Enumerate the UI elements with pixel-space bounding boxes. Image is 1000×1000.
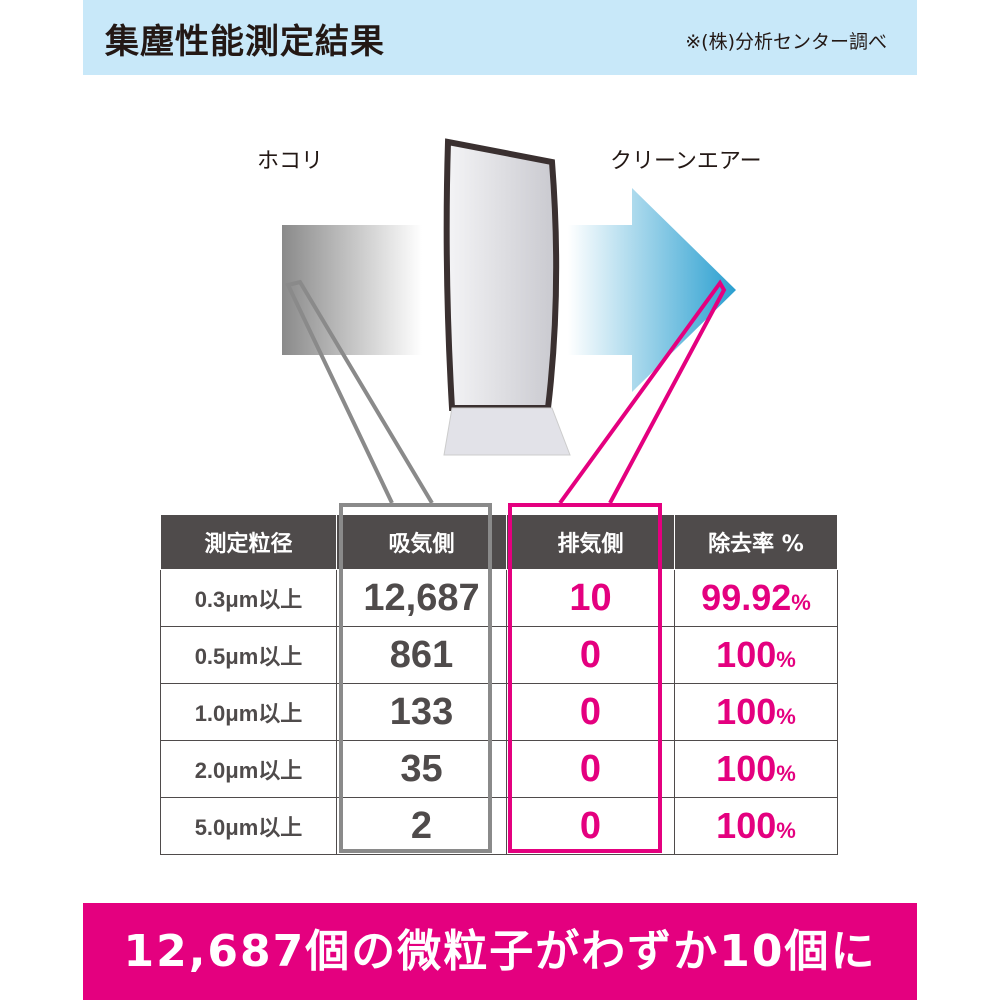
summary-banner: 12,687個の微粒子がわずか10個に bbox=[83, 903, 917, 1000]
col-rate: 除去率 % bbox=[674, 515, 838, 570]
purifier-device bbox=[443, 138, 560, 411]
intake-highlight bbox=[339, 503, 492, 853]
exhaust-cell: 0 bbox=[506, 683, 675, 741]
rate-unit: % bbox=[776, 761, 796, 786]
rate-value: 100 bbox=[716, 748, 777, 789]
exhaust-cell: 0 bbox=[506, 797, 675, 855]
size-cell: 1.0μm以上 bbox=[160, 683, 337, 741]
table-row: 5.0μm以上 2 0 100% bbox=[160, 797, 838, 855]
exhaust-cell: 0 bbox=[506, 626, 675, 684]
intake-cell: 2 bbox=[336, 797, 507, 855]
page-title: 集塵性能測定結果 bbox=[105, 22, 385, 62]
rate-value: 100 bbox=[716, 805, 777, 846]
size-cell: 0.3μm以上 bbox=[160, 569, 337, 627]
rate-value: 100 bbox=[716, 691, 777, 732]
airflow-diagram bbox=[282, 138, 736, 505]
rate-cell: 100% bbox=[674, 683, 838, 741]
size-cell: 5.0μm以上 bbox=[160, 797, 337, 855]
exhaust-highlight bbox=[508, 503, 662, 853]
purifier-base bbox=[443, 407, 571, 456]
intake-cell: 133 bbox=[336, 683, 507, 741]
intake-callout bbox=[285, 279, 434, 505]
col-exhaust: 排気側 bbox=[506, 515, 675, 570]
clean-air-arrow bbox=[568, 188, 736, 392]
rate-cell: 99.92% bbox=[674, 569, 838, 627]
exhaust-cell: 0 bbox=[506, 740, 675, 798]
rate-unit: % bbox=[776, 647, 796, 672]
rate-unit: % bbox=[791, 590, 811, 615]
source-note: ※(株)分析センター調べ bbox=[685, 31, 887, 53]
header: 集塵性能測定結果 ※(株)分析センター調べ bbox=[83, 0, 917, 75]
col-intake: 吸気側 bbox=[336, 515, 507, 570]
intake-cell: 861 bbox=[336, 626, 507, 684]
rate-cell: 100% bbox=[674, 740, 838, 798]
rate-unit: % bbox=[776, 704, 796, 729]
table-row: 2.0μm以上 35 0 100% bbox=[160, 740, 838, 798]
rate-value: 99.92 bbox=[701, 577, 792, 618]
rate-cell: 100% bbox=[674, 626, 838, 684]
dust-label: ホコリ bbox=[257, 149, 324, 174]
size-cell: 0.5μm以上 bbox=[160, 626, 337, 684]
intake-cell: 12,687 bbox=[336, 569, 507, 627]
rate-value: 100 bbox=[716, 634, 777, 675]
col-size: 測定粒径 bbox=[160, 515, 337, 570]
intake-cell: 35 bbox=[336, 740, 507, 798]
table-row: 0.3μm以上 12,687 10 99.92% bbox=[160, 569, 838, 627]
size-cell: 2.0μm以上 bbox=[160, 740, 337, 798]
rate-unit: % bbox=[776, 818, 796, 843]
exhaust-callout bbox=[558, 279, 727, 505]
table-row: 1.0μm以上 133 0 100% bbox=[160, 683, 838, 741]
clean-air-label: クリーンエアー bbox=[610, 149, 762, 174]
results-table: 測定粒径 吸気側 排気側 除去率 % 0.3μm以上 12,687 10 99.92%… bbox=[160, 515, 838, 855]
table-row: 0.5μm以上 861 0 100% bbox=[160, 626, 838, 684]
rate-cell: 100% bbox=[674, 797, 838, 855]
